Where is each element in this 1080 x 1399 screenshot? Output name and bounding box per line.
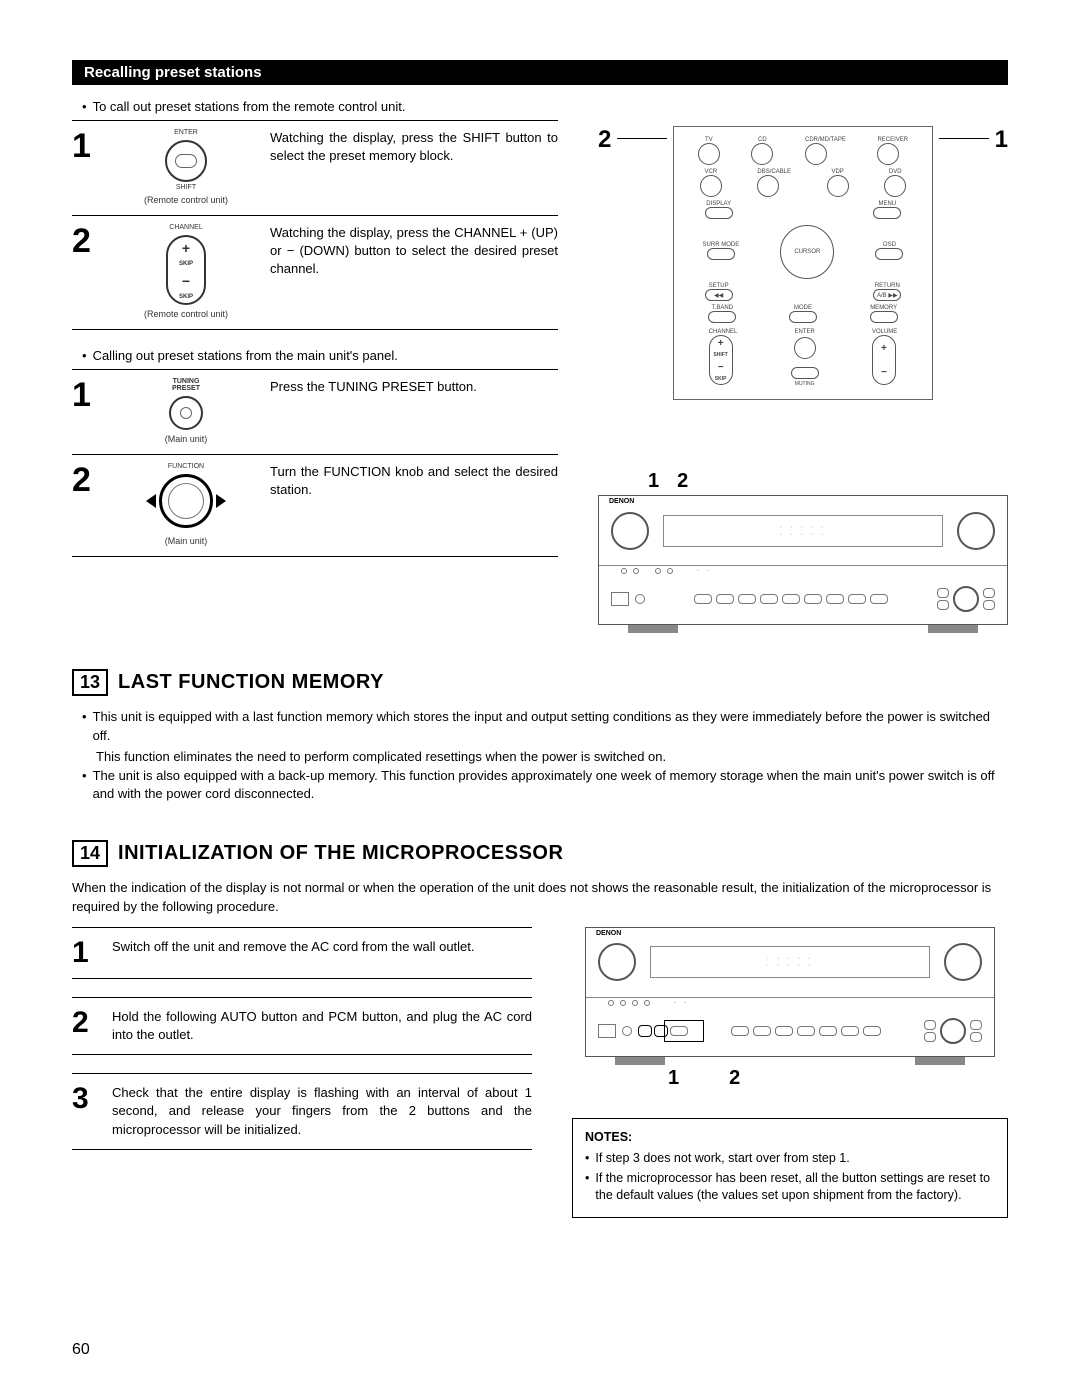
intro-mainunit: •Calling out preset stations from the ma…: [82, 348, 558, 363]
notes-item: If step 3 does not work, start over from…: [595, 1150, 849, 1168]
callout-2: 2: [729, 1067, 740, 1090]
channel-pill-icon: +SHIFT−SKIP: [709, 335, 733, 385]
page-number: 60: [72, 1341, 90, 1359]
panel-step-2: 2 FUNCTION (Main unit) Turn the FUNCTION…: [72, 455, 558, 556]
display-panel-icon: · · · · ·· · · · ·: [650, 946, 930, 978]
power-knob-icon: [598, 943, 636, 981]
button-row-icon: [694, 1026, 918, 1036]
notes-box: NOTES: •If step 3 does not work, start o…: [572, 1118, 1008, 1218]
function-knob-icon: [940, 1018, 966, 1044]
cursor-pad-icon: CURSOR: [780, 225, 834, 279]
init-right-column: DENON · · · · ·· · · · · ··: [572, 927, 1008, 1218]
init-step-3: 3 Check that the entire display is flash…: [72, 1074, 532, 1149]
receiver-diagram: DENON · · · · ·· · · · · ··: [585, 927, 995, 1057]
panel-step-1: 1 TUNING PRESET (Main unit) Press the TU…: [72, 370, 558, 454]
step-text: Watching the display, press the CHANNEL …: [270, 224, 558, 279]
step-number: 1: [72, 129, 102, 163]
step-number: 1: [72, 378, 102, 412]
tuning-preset-diagram: TUNING PRESET (Main unit): [116, 378, 256, 444]
muting-button-icon: [791, 367, 819, 379]
section-14-intro: When the indication of the display is no…: [72, 879, 1008, 917]
remote-illustration: 2 TV CD CDR/MD/TAPE RECEIVER VCR DBS/CAB…: [598, 126, 1008, 400]
power-knob-icon: [611, 512, 649, 550]
section-number: 13: [72, 669, 108, 696]
section-title: LAST FUNCTION MEMORY: [118, 671, 384, 694]
header-title: Recalling preset stations: [84, 64, 262, 81]
right-column: 2 TV CD CDR/MD/TAPE RECEIVER VCR DBS/CAB…: [598, 120, 1008, 633]
step-text: Press the TUNING PRESET button.: [270, 378, 558, 396]
section-number: 14: [72, 840, 108, 867]
receiver-diagram: DENON · · · · ·· · · · · ··: [598, 495, 1008, 625]
notes-item: If the microprocessor has been reset, al…: [595, 1170, 995, 1205]
intro-remote: •To call out preset stations from the re…: [82, 99, 1008, 114]
display-panel-icon: · · · · ·· · · · ·: [663, 515, 943, 547]
button-row-icon: [651, 594, 931, 604]
init-steps-column: 1 Switch off the unit and remove the AC …: [72, 927, 532, 1218]
init-step-1: 1 Switch off the unit and remove the AC …: [72, 928, 532, 978]
callout-1: 1: [995, 126, 1008, 154]
callout-2: 2: [598, 126, 611, 154]
channel-pill-icon: + SKIP − SKIP: [166, 235, 206, 305]
section-13-heading: 13 LAST FUNCTION MEMORY: [72, 669, 1008, 696]
step-number: 2: [72, 224, 102, 258]
jack-icon: [611, 592, 629, 606]
section-header: Recalling preset stations: [72, 60, 1008, 85]
step-text: Watching the display, press the SHIFT bu…: [270, 129, 558, 165]
pcm-button-icon: [654, 1025, 668, 1037]
remote-diagram: TV CD CDR/MD/TAPE RECEIVER VCR DBS/CABLE…: [673, 126, 933, 400]
callout-2: 2: [677, 470, 688, 493]
receiver-illustration-top: 1 2 DENON · · · · ·· · · · · ··: [598, 470, 1008, 633]
preset-button-icon: [169, 396, 203, 430]
jack-icon: [598, 1024, 616, 1038]
section-13-body: •This unit is equipped with a last funct…: [82, 708, 1008, 804]
enter-button-icon: [165, 140, 207, 182]
volume-knob-icon: [944, 943, 982, 981]
auto-button-icon: [638, 1025, 652, 1037]
function-knob-icon: [953, 586, 979, 612]
remote-step-2: 2 CHANNEL + SKIP − SKIP (Remote control …: [72, 216, 558, 329]
init-step-2: 2 Hold the following AUTO button and PCM…: [72, 998, 532, 1054]
function-knob-diagram: FUNCTION (Main unit): [116, 463, 256, 546]
remote-step-1: 1 ENTER SHIFT (Remote control unit) Watc…: [72, 121, 558, 215]
notes-heading: NOTES:: [585, 1129, 995, 1147]
shift-button-diagram: ENTER SHIFT (Remote control unit): [116, 129, 256, 205]
section-title: INITIALIZATION OF THE MICROPROCESSOR: [118, 842, 563, 865]
receiver-illustration-bottom: DENON · · · · ·· · · · · ··: [572, 927, 1008, 1065]
step-number: 2: [72, 463, 102, 497]
function-knob-icon: [159, 474, 213, 528]
volume-pill-icon: +−: [872, 335, 896, 385]
channel-button-diagram: CHANNEL + SKIP − SKIP (Remote control un…: [116, 224, 256, 319]
left-column: 1 ENTER SHIFT (Remote control unit) Watc…: [72, 120, 558, 633]
enter-button-icon: [794, 337, 816, 359]
volume-knob-icon: [957, 512, 995, 550]
callout-1: 1: [648, 470, 659, 493]
callout-1: 1: [668, 1067, 679, 1090]
step-text: Turn the FUNCTION knob and select the de…: [270, 463, 558, 499]
section-14-heading: 14 INITIALIZATION OF THE MICROPROCESSOR: [72, 840, 1008, 867]
